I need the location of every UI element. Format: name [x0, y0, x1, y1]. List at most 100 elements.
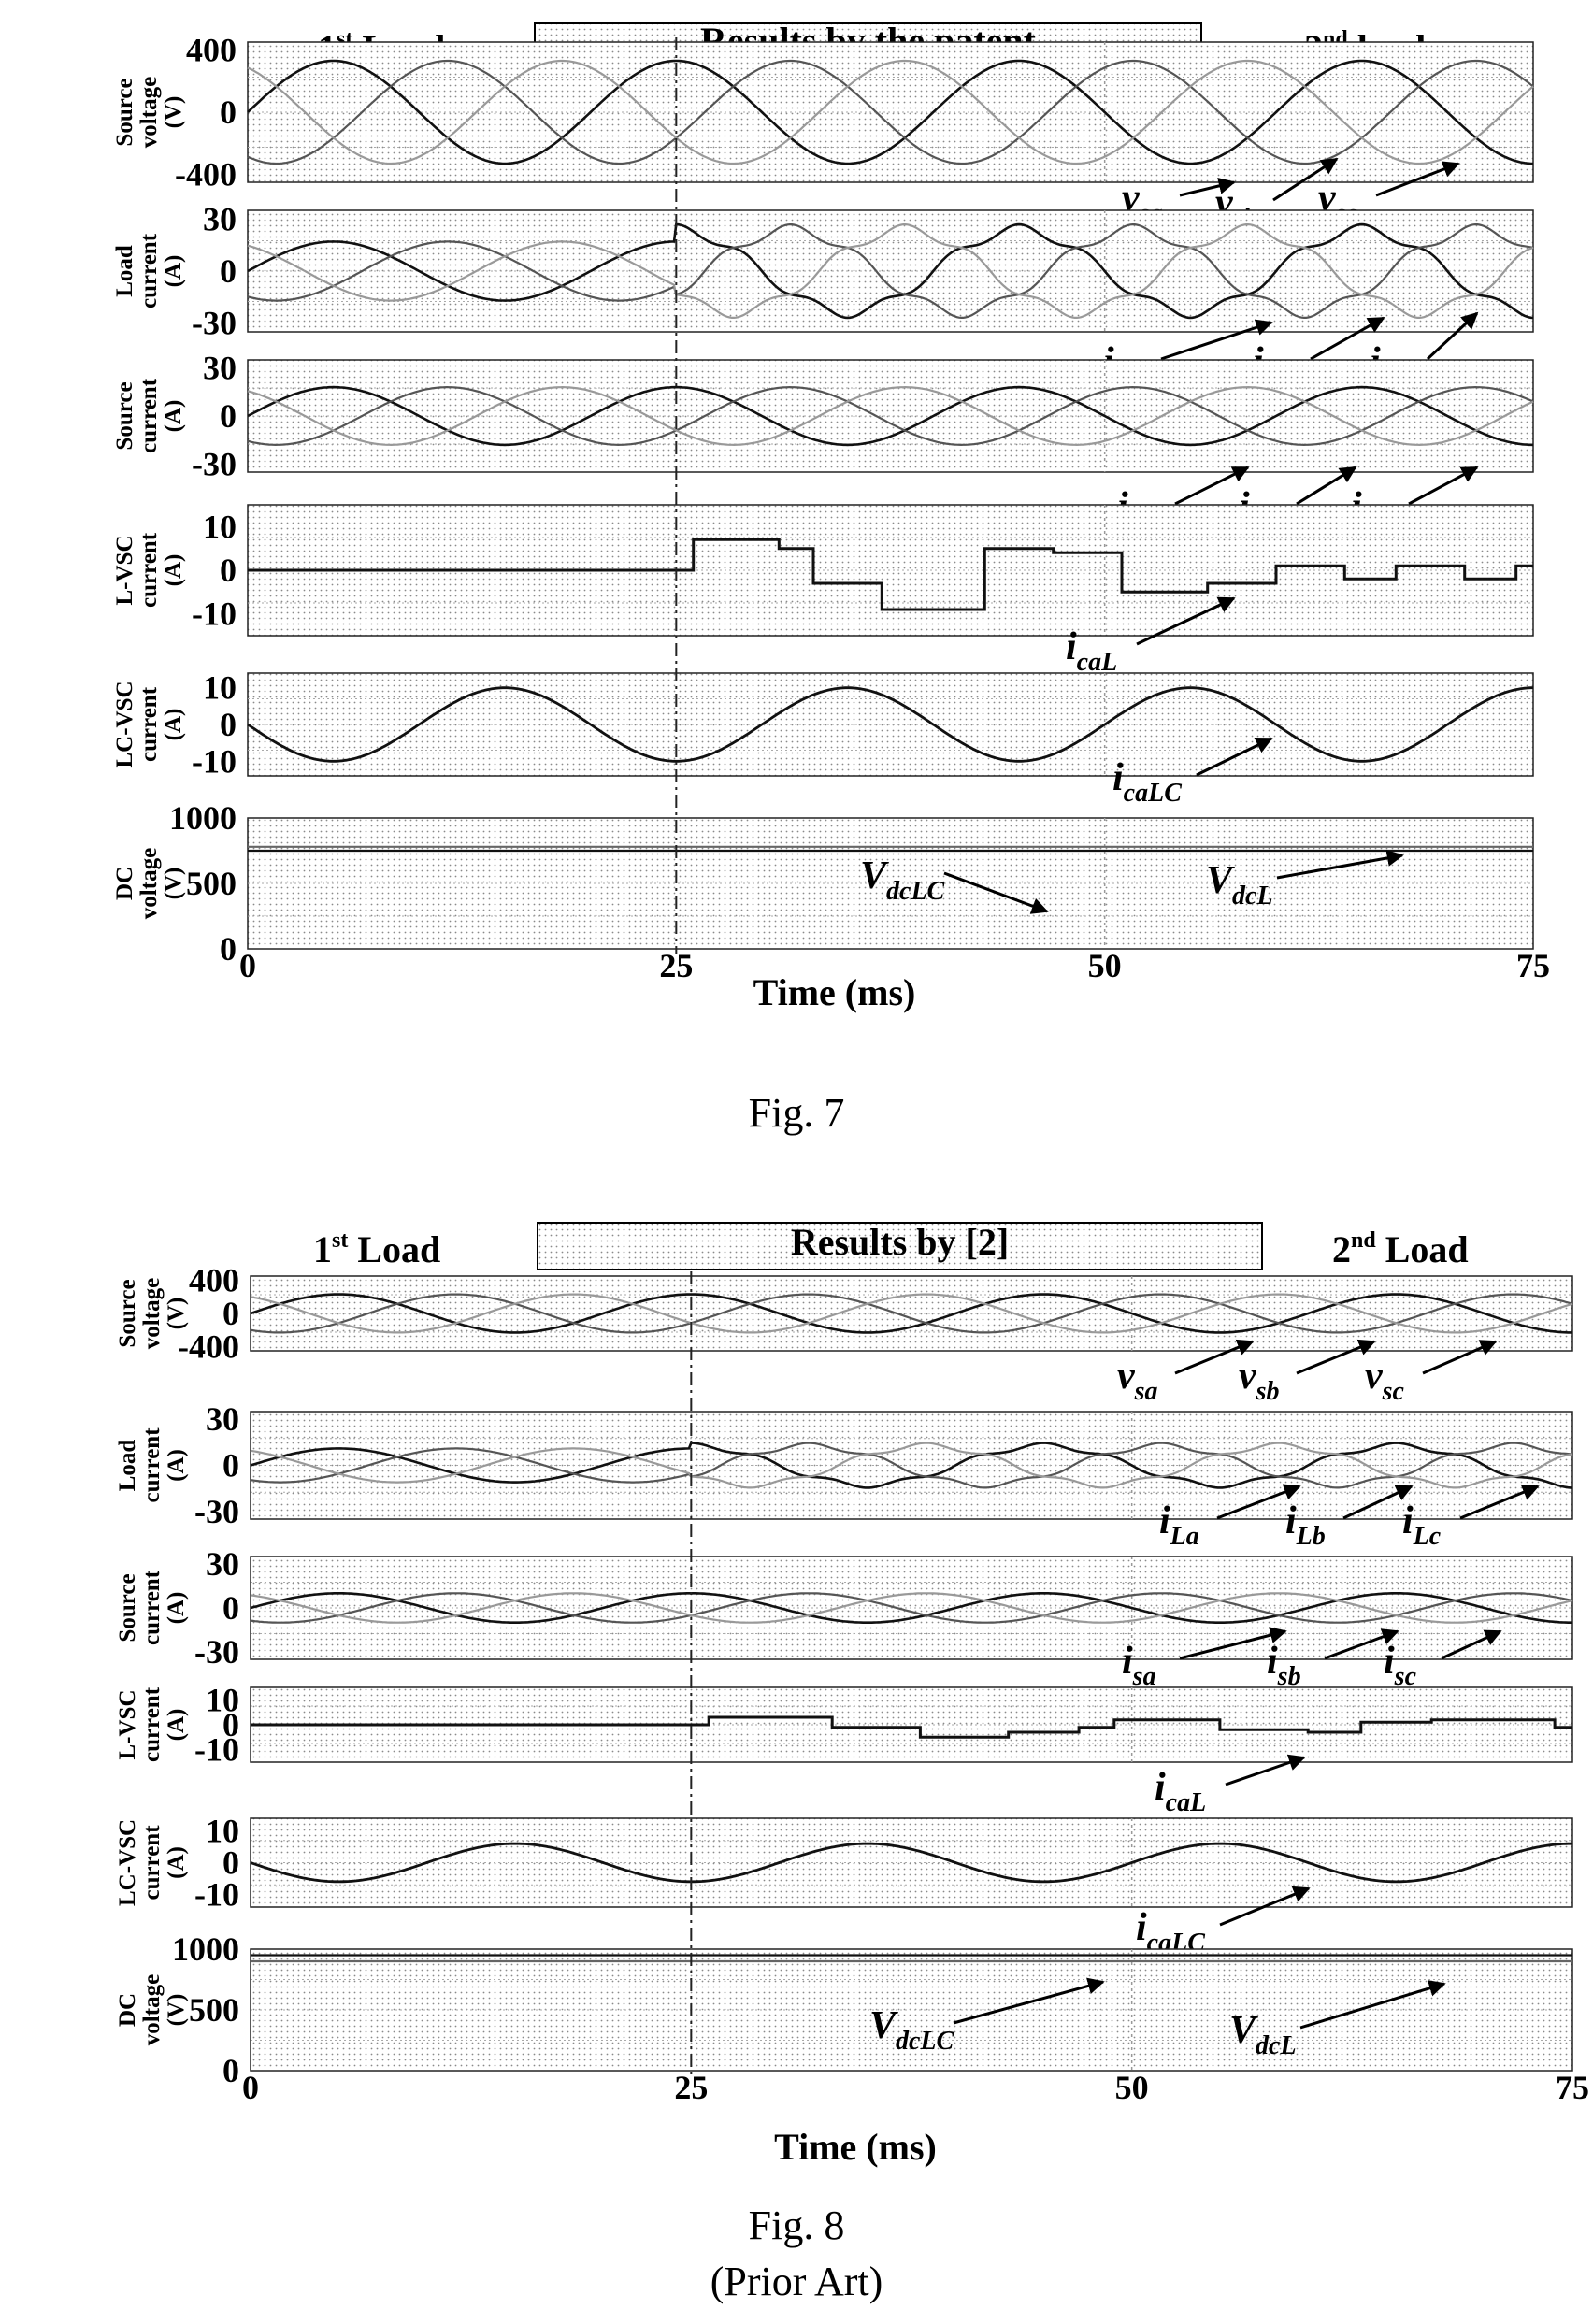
- annotation-arrow: [1136, 596, 1236, 646]
- y-tick-label: -10: [192, 595, 237, 633]
- panel-3: 100-10L-VSCcurrent(A)icaL: [112, 504, 1534, 677]
- x-tick-label: 75: [1556, 2069, 1589, 2106]
- series-label-V_dcLC: VdcLC: [860, 854, 945, 906]
- y-axis-label-line: current: [136, 686, 162, 762]
- series-i_sc: [247, 385, 1534, 447]
- y-axis-label-line: current: [139, 1427, 165, 1503]
- annotation-arrow: [943, 871, 1049, 914]
- y-tick-label: 10: [206, 1813, 239, 1850]
- y-axis-label-line: L-VSC: [112, 535, 137, 605]
- series-label-main: i: [1112, 756, 1124, 799]
- figure-8: Results by [2]1st Load 2nd Load4000-400So…: [115, 1221, 1589, 2304]
- y-axis-label-line: current: [136, 378, 162, 453]
- y-tick-label: 400: [189, 1261, 239, 1298]
- y-tick-label: 0: [220, 252, 237, 290]
- y-axis-label-line: current: [136, 233, 162, 308]
- y-tick-label: 400: [186, 31, 237, 68]
- y-tick-label: 0: [220, 552, 237, 589]
- series-label-main: i: [1155, 1766, 1166, 1809]
- y-axis-label: LC-VSCcurrent(A): [112, 681, 186, 767]
- y-axis-label-line: current: [136, 532, 162, 608]
- annotation-arrow: [1174, 1339, 1255, 1375]
- y-axis-label-line: (A): [161, 554, 186, 587]
- y-axis-label-line: Source: [112, 381, 137, 450]
- series-v_sb: [247, 59, 1534, 165]
- y-axis-label-line: DC: [112, 867, 137, 900]
- figure-caption: Fig. 8: [749, 2202, 845, 2248]
- header-left-sup: st: [332, 1228, 348, 1253]
- y-axis-label-line: Source: [115, 1573, 140, 1642]
- series-i_caL: [251, 1715, 1572, 1739]
- x-axis-label: Time (ms): [753, 971, 916, 1013]
- annotation-arrow: [1441, 1629, 1502, 1660]
- y-tick-label: -400: [175, 156, 237, 194]
- annotation-arrow: [1174, 466, 1250, 506]
- series-label-sub: caL: [1166, 1788, 1207, 1817]
- series-label-sub: dcL: [1256, 2031, 1297, 2060]
- series-label-main: v: [1117, 1355, 1136, 1398]
- header-left-label: 1st Load: [313, 1228, 440, 1270]
- series-label-i_sb: isb: [1267, 1640, 1301, 1691]
- y-tick-label: 10: [206, 1681, 239, 1718]
- series-label-V_dcLC: VdcLC: [869, 2004, 954, 2056]
- y-tick-label: -10: [194, 1731, 239, 1769]
- header-box: [537, 1222, 1263, 1270]
- annotation-arrow: [1196, 737, 1273, 777]
- y-tick-label: 10: [203, 669, 237, 707]
- y-tick-label: 0: [220, 706, 237, 743]
- series-i_sc: [250, 1592, 1573, 1624]
- y-axis-label: Sourcecurrent(A): [115, 1570, 189, 1645]
- series-label-sub: Lb: [1296, 1522, 1326, 1551]
- series-label-sub: sa: [1134, 1377, 1158, 1406]
- header-right-sup: nd: [1351, 1228, 1376, 1253]
- series-label-sub: sc: [1382, 1377, 1405, 1406]
- header-left-rest: Load: [348, 1228, 440, 1270]
- y-axis-label-line: L-VSC: [115, 1689, 140, 1759]
- series-i_caLC: [250, 1842, 1573, 1884]
- y-axis-label-line: (A): [164, 1449, 189, 1482]
- y-tick-label: -10: [192, 742, 237, 780]
- series-label-main: i: [1267, 1640, 1278, 1683]
- header-right-label: 2nd Load: [1332, 1228, 1469, 1270]
- y-tick-label: -30: [194, 1633, 239, 1671]
- annotation-arrow: [1225, 1754, 1306, 1786]
- y-axis-label: DCvoltage(V): [112, 848, 186, 919]
- annotation-arrow: [1459, 1484, 1540, 1520]
- panel-3: 100-10L-VSCcurrent(A)icaL: [115, 1681, 1573, 1817]
- annotation-arrow: [1422, 1340, 1498, 1375]
- annotation-arrow: [1276, 849, 1404, 880]
- annotation-arrow: [1342, 1485, 1414, 1520]
- y-axis-label-line: (V): [161, 96, 186, 129]
- series-v_sb: [250, 1293, 1573, 1334]
- x-axis-label: Time (ms): [774, 2126, 937, 2168]
- series-label-sub: caLC: [1124, 779, 1183, 808]
- y-axis-label: Loadcurrent(A): [112, 233, 186, 308]
- y-tick-label: 0: [222, 1295, 239, 1332]
- y-tick-label: 500: [186, 865, 237, 902]
- y-axis-label-line: voltage: [139, 1278, 165, 1349]
- y-axis-label: LC-VSCcurrent(A): [115, 1819, 189, 1906]
- series-label-i_Lb: iLb: [1285, 1499, 1326, 1551]
- y-tick-label: 30: [203, 350, 237, 387]
- y-tick-label: -30: [192, 305, 237, 342]
- y-tick-label: -30: [194, 1493, 239, 1530]
- series-label-main: V: [1206, 859, 1235, 902]
- series-i_Lb: [250, 1442, 1573, 1489]
- x-tick-label: 75: [1516, 947, 1550, 984]
- x-tick-label: 0: [242, 2069, 259, 2106]
- y-axis-label: Sourcevoltage(V): [115, 1278, 189, 1349]
- series-v_sc: [247, 59, 1534, 165]
- series-i_Lc: [250, 1442, 1573, 1489]
- series-i_Lc: [247, 223, 1534, 319]
- y-axis-label-line: (V): [164, 1994, 189, 2027]
- series-label-main: i: [1384, 1640, 1395, 1683]
- y-axis-label: L-VSCcurrent(A): [112, 532, 186, 608]
- y-tick-label: 0: [222, 1589, 239, 1627]
- series-label-v_sa: vsa: [1117, 1355, 1158, 1406]
